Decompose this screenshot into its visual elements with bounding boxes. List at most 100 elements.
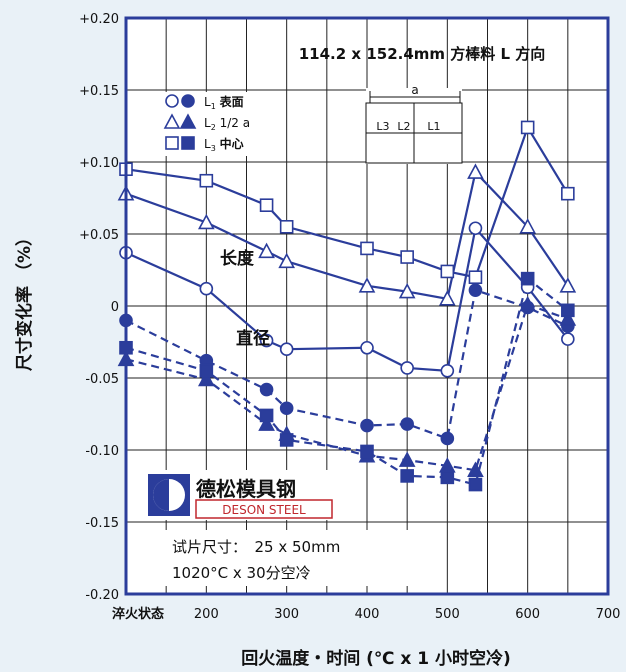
data-point-length-L3 [259, 198, 274, 212]
y-tick-label: +0.15 [79, 84, 119, 99]
legend-sub-1: 1 [211, 102, 216, 111]
data-point-diameter-L2 [197, 370, 215, 387]
inset-cell-3: L3 [376, 120, 389, 133]
diameter-label: 直径 [236, 328, 270, 349]
x-tick-label: 300 [274, 607, 299, 622]
y-tick-label: -0.20 [85, 588, 119, 603]
legend-label-3: L3 中心 [204, 136, 244, 153]
data-point-length-L2 [358, 277, 376, 293]
chart-title: 114.2 x 152.4mm 方棒料 L 方向 [299, 45, 546, 63]
data-point-length-L1 [199, 281, 214, 296]
data-point-length-L3 [279, 220, 294, 234]
brand-logo: 德松模具钢 DESON STEEL [146, 470, 346, 520]
inset-diagram: a L3 L2 L1 [365, 83, 463, 164]
data-point-length-L2 [467, 163, 484, 179]
data-point-length-L1 [360, 340, 374, 355]
data-point-diameter-L2 [519, 295, 537, 312]
series-line-diameter-L2 [125, 303, 569, 472]
data-point-length-L1 [468, 221, 483, 236]
data-point-diameter-L1 [468, 283, 483, 297]
data-point-length-L1 [400, 361, 414, 375]
y-tick-label: -0.15 [85, 516, 119, 531]
legend-label-1: L1 表面 [204, 94, 244, 111]
note-background [164, 530, 414, 586]
inset-cell-2: L2 [397, 120, 410, 133]
y-tick-label: -0.05 [85, 372, 119, 387]
legend-marker-filled-3 [181, 136, 195, 150]
data-point-diameter-L3 [259, 408, 274, 423]
legend-text-2: 1/2 a [220, 116, 250, 130]
data-point-length-L3 [400, 250, 414, 264]
series-line-diameter-L3 [125, 276, 569, 486]
x-tick-label: 200 [194, 607, 219, 622]
data-point-length-L3 [360, 241, 374, 256]
legend-label-2: L2 1/2 a [204, 116, 250, 132]
data-point-length-L2 [559, 277, 577, 293]
legend-marker-filled-1 [181, 94, 195, 108]
logo-half [153, 479, 169, 511]
legend-sub-3: 3 [211, 144, 216, 153]
data-point-diameter-L3 [400, 469, 414, 483]
x-tick-label: 400 [355, 607, 380, 622]
specimen-note: 试片尺寸： 25 x 50mm [172, 538, 340, 556]
series-line-length-L3 [125, 124, 569, 279]
legend-marker-open-2 [163, 113, 181, 129]
data-point-length-L1 [259, 333, 274, 348]
data-point-diameter-L3 [468, 477, 483, 492]
brand-name-cn: 德松模具钢 [196, 477, 296, 501]
data-point-diameter-L2 [398, 451, 416, 467]
brand-en-background [195, 499, 333, 519]
y-tick-label: +0.05 [79, 228, 119, 243]
data-point-diameter-L2 [559, 310, 577, 326]
y-tick-label: +0.20 [79, 12, 119, 27]
data-point-length-L2 [278, 252, 296, 269]
legend-sub-2: 2 [211, 123, 216, 132]
data-point-diameter-L3 [279, 433, 294, 447]
x-tick-label: 600 [515, 607, 540, 622]
data-point-length-L1 [440, 363, 455, 378]
data-point-diameter-L3 [440, 470, 455, 485]
data-point-diameter-L3 [199, 363, 214, 378]
data-point-diameter-L1 [400, 417, 414, 431]
series-line-diameter-L1 [125, 288, 569, 440]
y-tick-labels: -0.20 -0.15 -0.10 -0.05 0 +0.05 +0.10 +0.15 +0.2… [79, 12, 119, 603]
data-point-diameter-L2 [258, 415, 275, 431]
data-point-length-L3 [561, 186, 575, 201]
data-point-diameter-L1 [360, 418, 374, 433]
series-line-length-L1 [125, 225, 569, 372]
quench-note: 1020°C x 30分空冷 [172, 564, 311, 582]
inset-cell-1: L1 [427, 120, 440, 133]
plot-frame [124, 16, 610, 596]
data-point-length-L1 [279, 342, 294, 357]
x-first-label: 淬火状态 [112, 606, 164, 622]
legend-markers [163, 94, 197, 150]
y-tick-label: -0.10 [85, 444, 119, 459]
data-point-length-L3 [440, 264, 455, 279]
data-point-diameter-L3 [360, 444, 374, 459]
data-point-length-L3 [520, 120, 535, 135]
data-point-length-L2 [438, 290, 456, 306]
data-point-diameter-L1 [259, 382, 274, 397]
x-tick-label: 500 [435, 607, 460, 622]
data-point-diameter-L3 [561, 303, 575, 318]
data-point-length-L3 [199, 173, 214, 188]
data-point-length-L2 [398, 282, 416, 299]
legend: L1 表面 L2 1/2 a L3 中心 [160, 92, 256, 156]
data-point-diameter-L2 [467, 461, 484, 477]
legend-marker-open-3 [165, 136, 179, 150]
x-tick-labels: 200 300 400 500 600 700 [194, 607, 620, 622]
legend-text-3: 中心 [220, 136, 244, 151]
y-tick-label: 0 [111, 300, 119, 315]
data-point-diameter-L3 [520, 271, 535, 286]
length-label: 长度 [220, 248, 255, 269]
legend-marker-filled-2 [179, 113, 197, 129]
data-point-length-L2 [258, 242, 275, 259]
y-axis-label: 尺寸变化率 （%） [14, 229, 35, 371]
series-layer [117, 120, 577, 492]
data-point-diameter-L1 [279, 401, 294, 416]
legend-marker-open-1 [165, 94, 179, 108]
x-axis-label: 回火温度・时间 (℃ x 1 小时空冷) [241, 648, 511, 669]
x-tick-label: 700 [596, 607, 621, 622]
data-point-length-L2 [197, 213, 215, 230]
